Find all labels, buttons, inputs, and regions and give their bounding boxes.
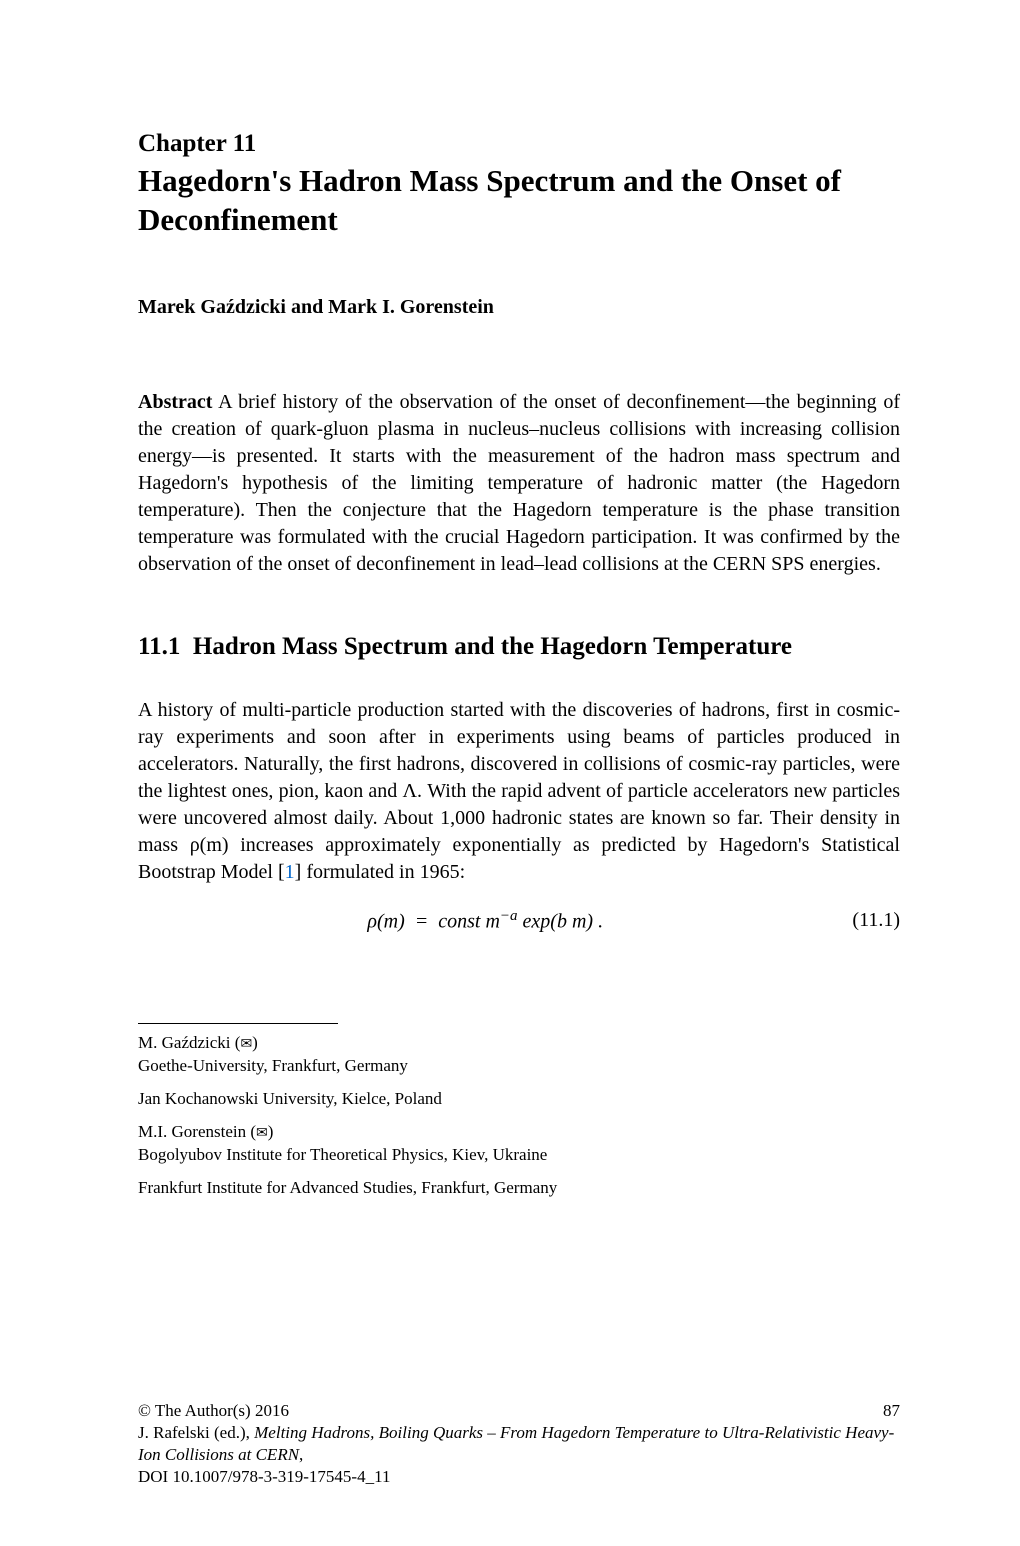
page-number: 87 (883, 1400, 900, 1422)
footnote-author1-affil2-block: Jan Kochanowski University, Kielce, Pola… (138, 1088, 900, 1111)
equation: ρ(m) = const m−a exp(b m) . (138, 908, 832, 934)
footnotes: M. Gaździcki (✉) Goethe-University, Fran… (138, 1032, 900, 1200)
footnote-author2-name: M.I. Gorenstein ( (138, 1122, 256, 1141)
body-text-part1: A history of multi-particle production s… (138, 699, 900, 883)
section-heading: 11.1 Hadron Mass Spectrum and the Hagedo… (138, 633, 900, 661)
copyright-line: © The Author(s) 2016 (138, 1400, 289, 1422)
footnote-author1-name: M. Gaździcki ( (138, 1033, 240, 1052)
citation-link[interactable]: 1 (285, 861, 295, 883)
body-text-part2: ] formulated in 1965: (295, 861, 466, 883)
envelope-icon: ✉ (240, 1035, 252, 1051)
footnote-author2-affil2: Frankfurt Institute for Advanced Studies… (138, 1178, 557, 1197)
abstract-text: A brief history of the observation of th… (138, 391, 900, 575)
copyright-comma: , (299, 1445, 303, 1464)
copyright-editor: J. Rafelski (ed.), (138, 1423, 254, 1442)
equation-row: ρ(m) = const m−a exp(b m) . (11.1) (138, 908, 900, 934)
copyright-block: © The Author(s) 2016 87 J. Rafelski (ed.… (138, 1400, 900, 1488)
footnote-author1-affil1: Goethe-University, Frankfurt, Germany (138, 1056, 408, 1075)
section-number: 11.1 (138, 633, 180, 660)
abstract: Abstract A brief history of the observat… (138, 389, 900, 578)
footnote-rule (138, 1023, 338, 1024)
footnote-author1: M. Gaździcki (✉) Goethe-University, Fran… (138, 1032, 900, 1078)
footnote-close-paren: ) (252, 1033, 258, 1052)
footnote-author1-affil2: Jan Kochanowski University, Kielce, Pola… (138, 1089, 442, 1108)
body-paragraph: A history of multi-particle production s… (138, 697, 900, 886)
footnote-close-paren2: ) (268, 1122, 274, 1141)
footnote-author2-affil2-block: Frankfurt Institute for Advanced Studies… (138, 1177, 900, 1200)
section-title: Hadron Mass Spectrum and the Hagedorn Te… (193, 633, 792, 660)
envelope-icon: ✉ (256, 1124, 268, 1140)
chapter-title: Hagedorn's Hadron Mass Spectrum and the … (138, 162, 900, 240)
authors: Marek Gaździcki and Mark I. Gorenstein (138, 296, 900, 319)
copyright-doi: DOI 10.1007/978-3-319-17545-4_11 (138, 1466, 900, 1488)
abstract-label: Abstract (138, 391, 212, 413)
footnote-author2-affil1: Bogolyubov Institute for Theoretical Phy… (138, 1145, 547, 1164)
equation-number: (11.1) (852, 909, 900, 932)
footnote-author2: M.I. Gorenstein (✉) Bogolyubov Institute… (138, 1121, 900, 1167)
chapter-label: Chapter 11 (138, 130, 900, 158)
